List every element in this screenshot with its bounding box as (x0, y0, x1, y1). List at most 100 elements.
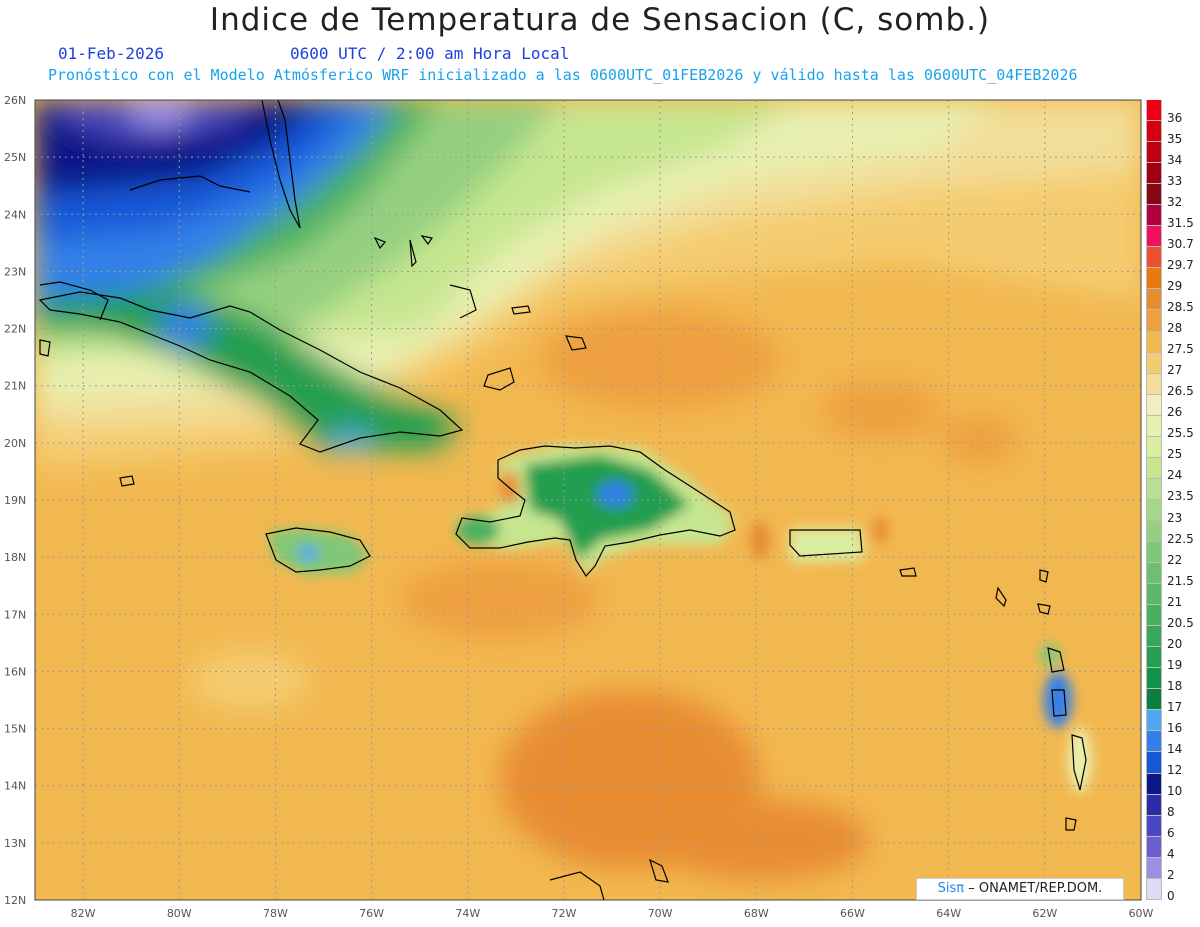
lon-label: 66W (840, 907, 865, 920)
legend-swatch (1146, 584, 1162, 606)
legend-swatch (1146, 310, 1162, 332)
legend-label: 0 (1167, 889, 1175, 904)
lat-label: 15N (4, 723, 26, 736)
legend-label: 21 (1167, 594, 1183, 609)
lon-label: 60W (1129, 907, 1154, 920)
legend-label: 4 (1167, 847, 1175, 862)
legend-swatch (1146, 836, 1162, 858)
legend-label: 14 (1167, 742, 1183, 757)
legend-swatch (1146, 605, 1162, 627)
forecast-date: 01-Feb-2026 (58, 44, 164, 63)
legend-label: 25.5 (1167, 426, 1194, 441)
lat-label: 13N (4, 837, 26, 850)
lon-label: 64W (936, 907, 961, 920)
lat-label: 21N (4, 380, 26, 393)
legend-label: 27 (1167, 363, 1183, 378)
legend-label: 24 (1167, 468, 1183, 483)
lat-label: 12N (4, 894, 26, 907)
legend-label: 16 (1167, 721, 1183, 736)
legend-label: 27.5 (1167, 342, 1194, 357)
legend-swatch (1146, 520, 1162, 542)
lon-label: 82W (71, 907, 96, 920)
legend-swatch (1146, 289, 1162, 311)
legend-label: 29.7 (1167, 257, 1194, 272)
legend-label: 31.5 (1167, 215, 1194, 230)
legend-label: 6 (1167, 826, 1175, 841)
legend-label: 20 (1167, 636, 1183, 651)
forecast-time: 0600 UTC / 2:00 am Hora Local (290, 44, 570, 63)
coastlines (38, 99, 1087, 901)
lat-label: 25N (4, 151, 26, 164)
sispi-logo: Sisπ (937, 881, 965, 896)
lat-label: 20N (4, 437, 26, 450)
legend-label: 32 (1167, 194, 1183, 209)
legend-swatch (1146, 268, 1162, 290)
legend-label: 35 (1167, 131, 1183, 146)
longitude-labels: 82W 80W 78W 76W 74W 72W 70W 68W 66W 64W 62W 60W (71, 907, 1154, 920)
legend-label: 21.5 (1167, 573, 1194, 588)
legend-swatch (1146, 331, 1162, 353)
legend-swatch (1146, 857, 1162, 879)
legend-swatch (1146, 752, 1162, 774)
lon-label: 76W (359, 907, 384, 920)
lon-label: 78W (263, 907, 288, 920)
legend-label: 33 (1167, 173, 1183, 188)
legend-swatch (1146, 878, 1162, 900)
lon-label: 70W (648, 907, 673, 920)
legend-label: 26.5 (1167, 384, 1194, 399)
lon-label: 80W (167, 907, 192, 920)
lat-label: 18N (4, 551, 26, 564)
legend-swatch (1146, 142, 1162, 164)
legend-label: 12 (1167, 763, 1183, 778)
legend-label: 22.5 (1167, 531, 1194, 546)
lat-label: 16N (4, 665, 26, 678)
map-title: Indice de Temperatura de Sensacion (C, s… (209, 2, 991, 38)
legend-label: 34 (1167, 152, 1183, 167)
legend-label: 2 (1167, 868, 1175, 883)
legend-swatch (1146, 773, 1162, 795)
legend-label: 30.7 (1167, 236, 1194, 251)
legend-swatch (1146, 668, 1162, 690)
legend-swatch (1146, 394, 1162, 416)
credit-box: Sisπ – ONAMET/REP.DOM. (916, 878, 1124, 900)
legend-label: 29 (1167, 278, 1183, 293)
legend-swatch (1146, 689, 1162, 711)
legend-swatch (1146, 184, 1162, 206)
legend-swatch (1146, 794, 1162, 816)
lat-label: 24N (4, 208, 26, 221)
legend-swatch (1146, 100, 1162, 122)
legend-label: 17 (1167, 700, 1183, 714)
lon-label: 74W (455, 907, 480, 920)
legend-swatch (1146, 121, 1162, 143)
legend-swatch (1146, 710, 1162, 732)
legend-label: 19 (1167, 657, 1183, 672)
legend-swatch (1146, 647, 1162, 669)
legend-label: 18 (1167, 678, 1183, 693)
legend-swatch (1146, 815, 1162, 837)
legend-label: 10 (1167, 784, 1183, 799)
legend-label: 22 (1167, 552, 1183, 567)
legend-label: 23 (1167, 510, 1183, 525)
credit-text: – ONAMET/REP.DOM. (968, 881, 1103, 896)
legend-swatch (1146, 499, 1162, 521)
legend-label: 8 (1167, 805, 1175, 820)
legend-swatch (1146, 247, 1162, 269)
lat-label: 22N (4, 323, 26, 336)
lat-label: 23N (4, 265, 26, 278)
legend-swatch (1146, 731, 1162, 753)
lat-label: 14N (4, 780, 26, 793)
color-legend (1146, 100, 1162, 900)
legend-swatch (1146, 163, 1162, 185)
legend-swatch (1146, 541, 1162, 564)
legend-label: 25 (1167, 447, 1183, 462)
legend-swatch (1146, 373, 1162, 395)
legend-swatch (1146, 415, 1162, 437)
lon-label: 72W (552, 907, 577, 920)
lat-label: 19N (4, 494, 26, 507)
legend-label: 28.5 (1167, 300, 1194, 314)
legend-label: 36 (1167, 110, 1183, 125)
legend-swatch (1146, 478, 1162, 500)
legend-label: 20.5 (1167, 615, 1194, 630)
temperature-field (35, 100, 1141, 900)
legend-swatch (1146, 457, 1162, 479)
